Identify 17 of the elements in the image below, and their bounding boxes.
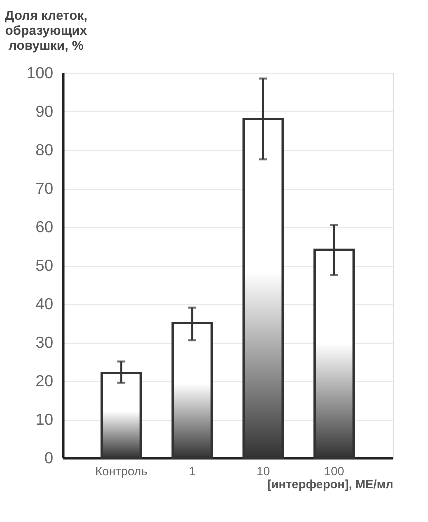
x-tick-label: 100 <box>324 464 345 478</box>
y-tick-label: 70 <box>36 181 54 198</box>
y-tick-label: 100 <box>26 66 54 82</box>
x-tick-label: Контроль <box>95 464 148 478</box>
x-axis-title: [интерферон], МЕ/мл <box>268 478 394 492</box>
y-tick-label: 30 <box>36 335 54 352</box>
y-tick-label: 0 <box>44 450 54 468</box>
y-tick-label: 60 <box>36 220 54 236</box>
y-tick-label: 50 <box>36 258 54 275</box>
y-tick-label: 40 <box>36 296 54 314</box>
x-tick-label: 10 <box>256 464 270 478</box>
y-tick-label: 90 <box>36 104 54 121</box>
x-tick-label: 1 <box>189 464 196 478</box>
y-tick-label: 20 <box>36 374 54 390</box>
y-tick-label: 10 <box>36 412 54 429</box>
y-tick-label: 80 <box>36 142 54 160</box>
y-axis-title: Доля клеток, образующих ловушки, % <box>5 8 88 53</box>
